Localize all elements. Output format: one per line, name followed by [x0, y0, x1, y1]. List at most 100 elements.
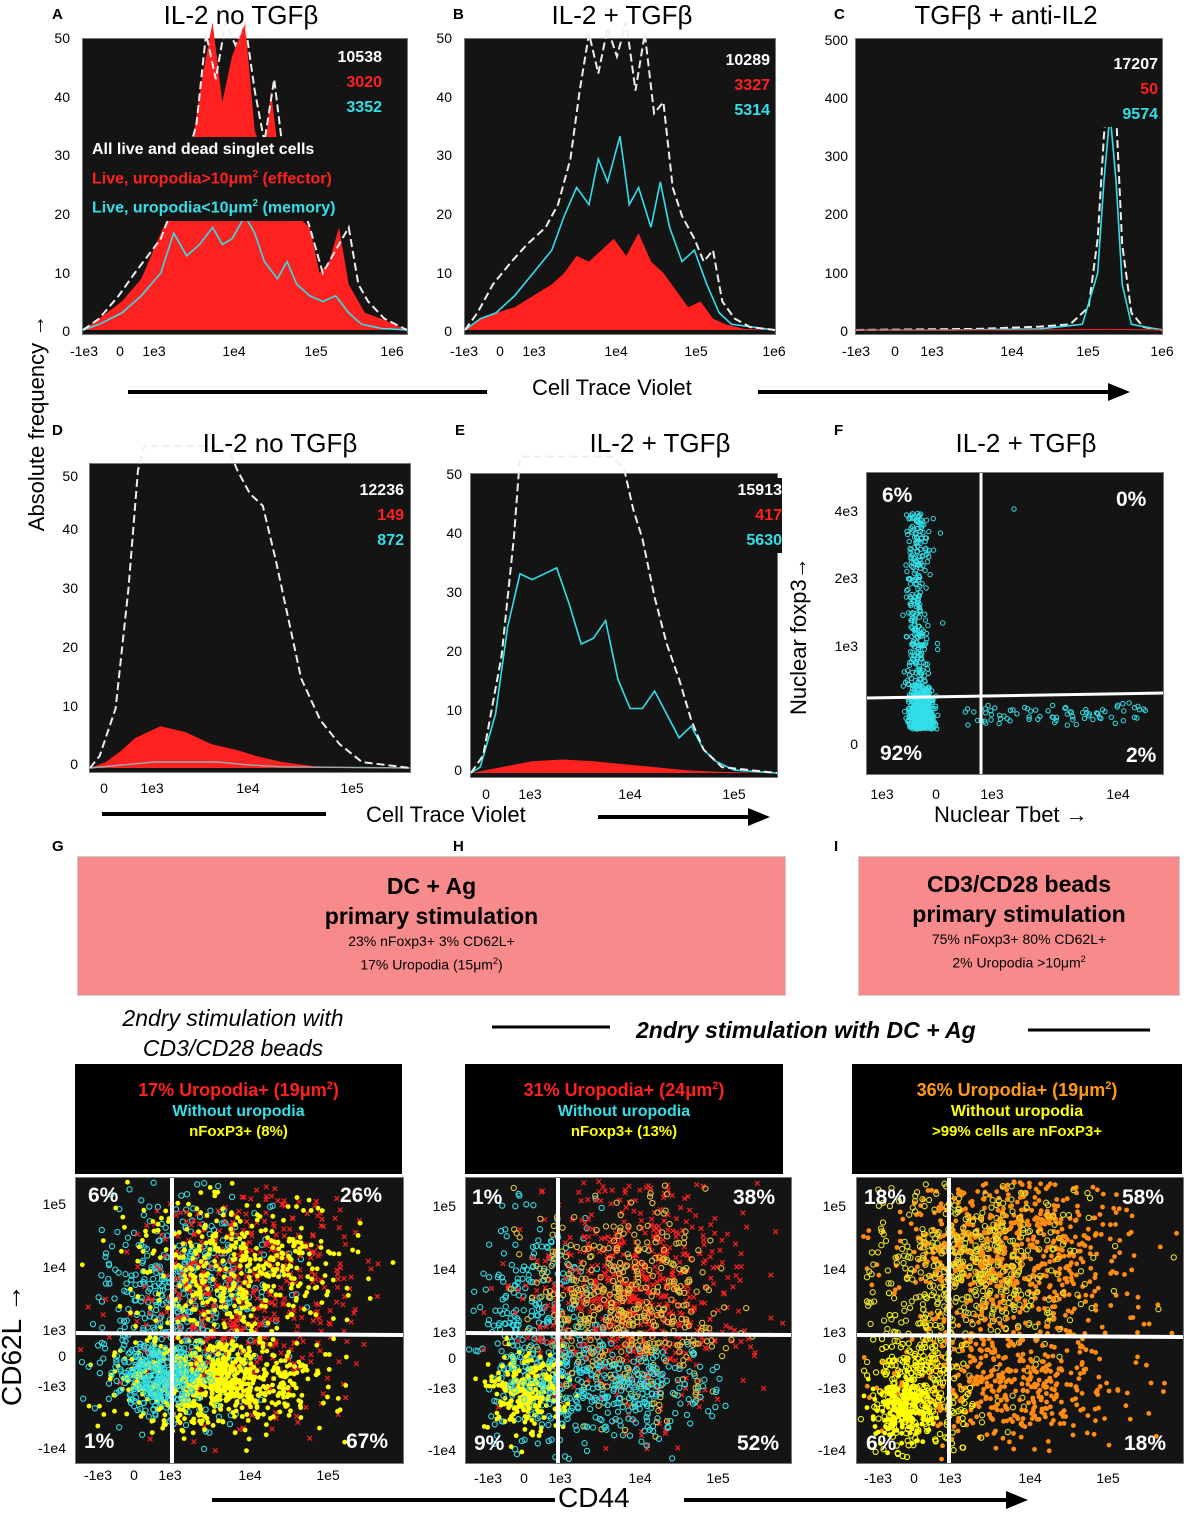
plot-g-dot — [122, 1241, 129, 1249]
plot-g-dot — [120, 1317, 128, 1325]
plot-g-dot — [257, 1337, 263, 1343]
plot-g-dot — [193, 1325, 199, 1331]
plot-h-dot — [699, 1269, 706, 1276]
plot-g-dot — [209, 1390, 215, 1396]
plot-g-dot — [285, 1385, 291, 1390]
plot-h-dot — [590, 1311, 598, 1319]
plot-g-dot — [242, 1254, 248, 1259]
plot-g-dot — [234, 1343, 239, 1348]
f-dot — [908, 602, 914, 609]
plot-g-dot — [247, 1274, 252, 1280]
f-dot — [1083, 710, 1090, 716]
hist-c-effector — [856, 328, 1163, 331]
plot-g-dot — [147, 1436, 153, 1442]
plot-g-dot — [270, 1221, 277, 1227]
plot-g-dot — [195, 1382, 201, 1388]
plot-h-dot — [655, 1305, 662, 1312]
f-dot — [908, 600, 914, 607]
plot-g-dot — [287, 1362, 293, 1368]
f-dot — [923, 545, 929, 551]
plot-g-dot — [132, 1281, 139, 1288]
plot-h-dot — [471, 1288, 478, 1295]
plot-g-dot — [277, 1292, 283, 1298]
plot-g-dot — [310, 1318, 316, 1324]
plot-g-dot — [248, 1328, 254, 1333]
hist-a-all — [82, 18, 408, 331]
plot-h-dot — [528, 1431, 534, 1436]
f-dot — [926, 702, 932, 708]
f-dot — [918, 689, 925, 696]
f-dot — [964, 706, 971, 712]
plot-g-dot — [226, 1349, 232, 1355]
plot-h-dot — [592, 1230, 599, 1236]
plot-g-dot — [361, 1341, 367, 1348]
plot-h-dot — [605, 1245, 612, 1252]
plot-g-dot — [145, 1294, 151, 1301]
plot-g-dot — [291, 1276, 297, 1281]
plot-g-dot — [229, 1180, 235, 1186]
plot-g-dot — [302, 1293, 308, 1299]
f-dot — [1083, 706, 1089, 713]
plot-g-dot — [158, 1311, 164, 1317]
plot-g-dot — [269, 1288, 274, 1294]
f-dot — [1070, 714, 1076, 720]
plot-g-dot — [271, 1388, 276, 1394]
f-dot — [906, 672, 913, 678]
plot-h-dot — [673, 1215, 680, 1222]
plot-g-dot — [252, 1252, 258, 1258]
plot-h-dot — [520, 1307, 527, 1314]
plot-h-dot — [609, 1187, 615, 1193]
plot-g-dot — [194, 1181, 201, 1188]
plot-g-dot — [152, 1306, 160, 1314]
plot-h-dot — [698, 1299, 705, 1306]
plot-g-dot — [150, 1219, 156, 1224]
plot-g-dot — [105, 1380, 113, 1387]
f-dot — [915, 724, 921, 730]
plot-g-dot — [226, 1355, 231, 1361]
plot-h-dot — [724, 1231, 731, 1237]
plot-g-dot — [181, 1254, 186, 1260]
plot-g-dot — [221, 1321, 227, 1327]
plot-h-dot — [696, 1404, 703, 1410]
f-dot — [1045, 708, 1051, 714]
plot-g-dot — [210, 1358, 216, 1363]
plot-h-dot — [768, 1315, 774, 1321]
f-dot — [914, 656, 920, 663]
plot-g-dot — [177, 1407, 182, 1412]
plot-g-dot — [241, 1398, 247, 1404]
plot-g-dot — [175, 1319, 181, 1325]
plot-g-dot — [233, 1308, 239, 1314]
plot-g-dot — [291, 1381, 297, 1387]
plot-g-dot — [327, 1307, 333, 1314]
plot-g-dot — [306, 1261, 312, 1267]
plot-h-dot — [602, 1223, 610, 1230]
plot-g-dot — [342, 1439, 348, 1445]
f-dot — [909, 591, 915, 598]
plot-h-dot — [658, 1264, 665, 1272]
plot-h-dot — [578, 1198, 584, 1204]
plot-g-dot — [91, 1405, 99, 1412]
plot-g-dot — [182, 1421, 190, 1429]
plot-g-dot — [208, 1296, 214, 1302]
plot-g-dot — [314, 1213, 321, 1219]
plot-g-dot — [232, 1430, 238, 1436]
plot-h-dot — [718, 1352, 726, 1360]
plot-g-dot — [274, 1360, 279, 1366]
plot-g-dot — [261, 1315, 268, 1322]
plot-g-dot — [185, 1308, 192, 1316]
plot-g-dot — [262, 1297, 268, 1303]
plot-g-dot — [108, 1243, 116, 1250]
f-dot — [908, 624, 914, 630]
plot-g-dot — [257, 1375, 262, 1380]
plot-h-dot — [638, 1217, 645, 1224]
plot-g-dot — [296, 1359, 302, 1365]
f-dot — [914, 534, 920, 540]
plot-g-dot — [224, 1234, 230, 1240]
plot-g-dot — [275, 1261, 281, 1267]
f-dot — [923, 517, 930, 523]
plot-g-dot — [134, 1318, 140, 1325]
plot-g-dot — [123, 1280, 130, 1287]
plot-h-dot — [586, 1233, 592, 1240]
f-dot — [919, 667, 926, 674]
f-dot — [920, 698, 926, 704]
